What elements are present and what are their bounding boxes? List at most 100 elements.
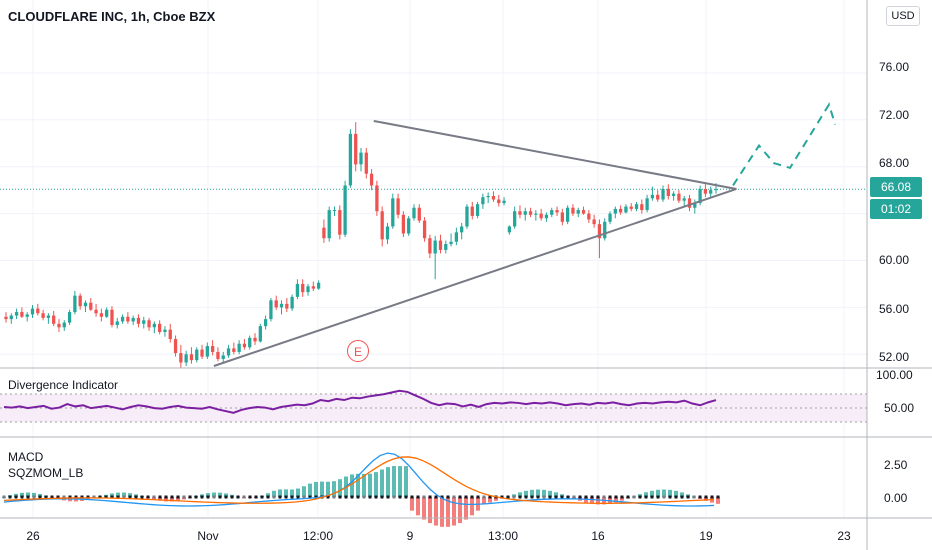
- squeeze-dot: [608, 495, 612, 499]
- candle-body: [507, 226, 512, 233]
- squeeze-bar: [536, 489, 540, 497]
- price-tick: 56.00: [879, 302, 910, 316]
- candle-body: [36, 308, 40, 314]
- candle-body: [449, 241, 453, 245]
- candle-body: [25, 314, 29, 317]
- candle-body: [301, 283, 305, 293]
- divergence-label[interactable]: Divergence Indicator: [8, 378, 119, 392]
- squeeze-dot: [650, 495, 654, 499]
- candle-body: [407, 218, 411, 234]
- squeeze-dot: [170, 495, 174, 499]
- squeeze-bar: [518, 492, 522, 497]
- squeeze-dot: [242, 495, 246, 499]
- squeeze-bar: [656, 489, 660, 497]
- squeeze-bar: [452, 497, 456, 526]
- squeeze-dot: [626, 495, 630, 499]
- candle-body: [645, 198, 649, 211]
- candle-body: [502, 200, 506, 204]
- squeeze-dot: [212, 495, 216, 499]
- candle-body: [295, 283, 300, 297]
- divergence-band: [0, 394, 867, 422]
- squeeze-dot: [536, 495, 540, 499]
- candle-body: [147, 320, 151, 328]
- macd-label[interactable]: MACD: [8, 450, 44, 464]
- squeeze-dot: [422, 495, 426, 499]
- squeeze-bar: [314, 481, 318, 497]
- candle-body: [703, 188, 708, 194]
- squeeze-dot: [386, 495, 390, 499]
- time-tick: 12:00: [302, 529, 334, 543]
- squeeze-bar: [218, 492, 222, 497]
- symbol-title[interactable]: CLOUDFLARE INC, 1h, Cboe BZX: [8, 9, 216, 24]
- price-tick: 76.00: [879, 60, 910, 74]
- squeeze-dot: [152, 495, 156, 499]
- squeeze-bar: [716, 497, 720, 504]
- squeeze-dot: [362, 495, 366, 499]
- squeeze-dot: [398, 495, 402, 499]
- candle-body: [4, 316, 8, 320]
- last-price-tag: 66.08: [870, 177, 922, 197]
- squeeze-dot: [296, 495, 300, 499]
- countdown-tag: 01:02: [870, 199, 922, 219]
- squeeze-dot: [512, 495, 516, 499]
- candle-body: [486, 196, 490, 198]
- squeeze-dot: [62, 495, 66, 499]
- candle-body: [20, 312, 24, 317]
- time-tick: 9: [406, 529, 414, 543]
- squeeze-bar: [410, 497, 414, 511]
- candle-body: [189, 354, 194, 361]
- candle-body: [587, 213, 591, 220]
- squeeze-bar: [548, 490, 552, 497]
- squeeze-dot: [8, 495, 12, 499]
- macd-pane: [2, 452, 720, 527]
- candle-body: [232, 348, 236, 352]
- candle-body: [311, 286, 315, 289]
- squeeze-dot: [404, 495, 408, 499]
- squeeze-dot: [458, 495, 462, 499]
- squeeze-dot: [638, 495, 642, 499]
- candle-body: [581, 210, 586, 214]
- candle-body: [592, 219, 596, 225]
- candle-body: [237, 343, 241, 352]
- earnings-marker[interactable]: E: [347, 340, 369, 362]
- candle-body: [523, 211, 527, 215]
- squeeze-dot: [56, 495, 60, 499]
- squeeze-bar: [116, 492, 120, 497]
- candle-body: [460, 226, 464, 233]
- squeeze-dot: [224, 495, 228, 499]
- squeeze-bar: [38, 493, 42, 497]
- squeeze-dot: [476, 495, 480, 499]
- candle-body: [73, 295, 77, 313]
- candle-body: [518, 211, 522, 215]
- squeeze-dot: [272, 495, 276, 499]
- squeeze-dot: [248, 495, 252, 499]
- candle-body: [613, 208, 617, 214]
- currency-button[interactable]: USD: [886, 6, 920, 26]
- squeeze-bar: [302, 486, 306, 497]
- squeeze-bar: [554, 492, 558, 497]
- candle-body: [534, 213, 538, 215]
- squeeze-dot: [482, 495, 486, 499]
- candle-body: [438, 240, 443, 250]
- squeeze-dot: [254, 495, 258, 499]
- squeeze-bar: [458, 497, 462, 524]
- squeeze-bar: [434, 497, 438, 526]
- candles: [0, 122, 867, 369]
- candle-body: [375, 185, 379, 212]
- squeeze-dot: [236, 495, 240, 499]
- candle-body: [67, 312, 72, 323]
- candle-body: [338, 210, 342, 235]
- squeeze-bar: [296, 488, 300, 497]
- trendline-upper: [373, 119, 737, 190]
- squeeze-dot: [410, 495, 414, 499]
- projection-path: [732, 102, 837, 186]
- sqzmom-label[interactable]: SQZMOM_LB: [8, 466, 84, 480]
- time-tick: 13:00: [487, 529, 519, 543]
- squeeze-dot: [578, 495, 582, 499]
- candle-body: [603, 221, 607, 239]
- candle-body: [565, 207, 570, 222]
- candle-body: [698, 188, 702, 204]
- candle-body: [14, 312, 19, 316]
- squeeze-dot: [500, 495, 504, 499]
